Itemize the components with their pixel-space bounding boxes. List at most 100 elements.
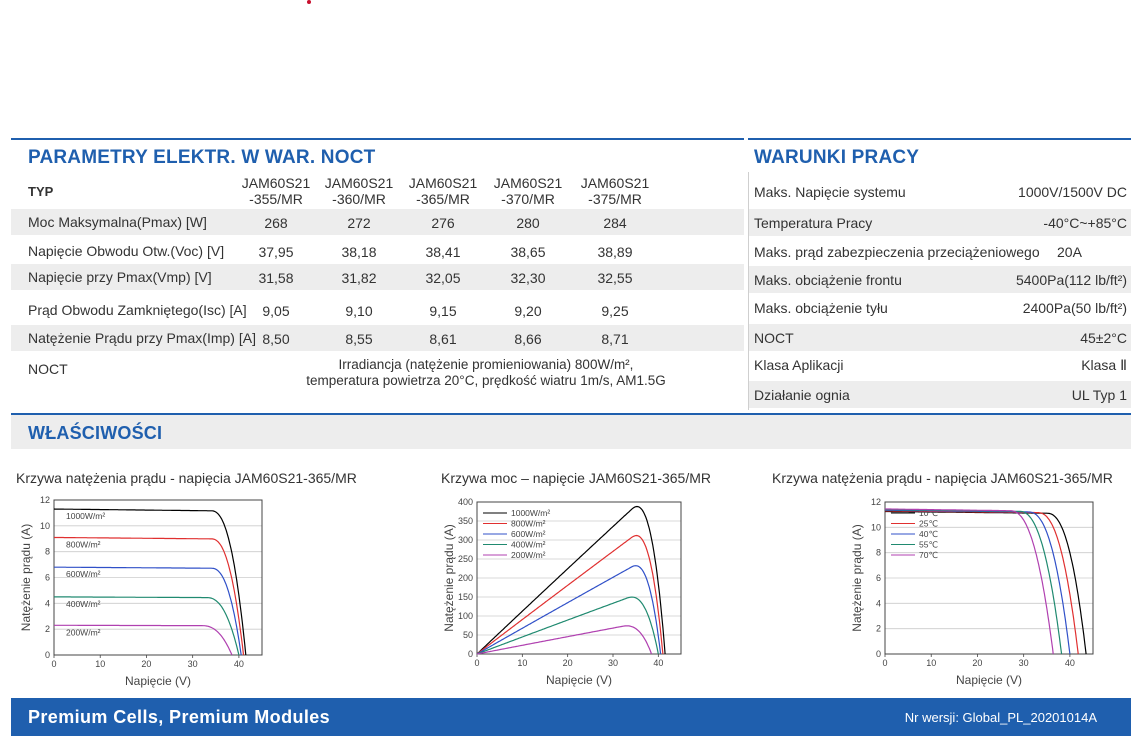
column-separator [748, 172, 749, 410]
param-value: 31,82 [341, 270, 377, 286]
y-tick-label: 400 [458, 497, 473, 507]
chart-1-title: Krzywa natężenia prądu - napięcia JAM60S… [16, 470, 357, 486]
properties-title: WŁAŚCIWOŚCI [28, 423, 163, 443]
series-line [885, 509, 1063, 655]
operating-label: Działanie ognia [754, 387, 850, 403]
row-band [11, 209, 744, 235]
series-line [476, 625, 653, 655]
x-tick-label: 20 [141, 659, 151, 669]
operating-label: Maks. obciążenie frontu [754, 272, 902, 288]
iv-curve-irradiance-chart: 0 2 4 6 8 10 12 0 10 20 30 40 Napięcie (V) Natężenie … [19, 495, 263, 688]
operating-value: 45±2°C [1080, 330, 1127, 346]
x-tick-label: 40 [1065, 658, 1075, 668]
series-line [885, 510, 1079, 655]
noct-note-line-1: Irradiancja (natężenie promieniowania) 8… [338, 357, 634, 372]
series-label: 400W/m² [66, 599, 101, 609]
red-dot-mark [307, 0, 311, 4]
typ-label: TYP [28, 184, 54, 199]
param-value: 8,50 [262, 331, 290, 347]
properties-top-rule [11, 413, 1131, 415]
param-label: Moc Maksymalna(Pmax) [W] [28, 214, 207, 230]
param-value: 32,05 [425, 270, 461, 286]
y-tick-label: 0 [876, 649, 881, 659]
operating-value: 20A [1057, 244, 1082, 260]
x-tick-label: 0 [882, 658, 887, 668]
x-tick-label: 40 [653, 658, 663, 668]
legend-label: 1000W/m² [511, 508, 550, 518]
operating-label: Temperatura Pracy [754, 215, 873, 231]
param-value: 8,55 [345, 331, 373, 347]
param-value: 8,61 [429, 331, 457, 347]
y-tick-label: 250 [458, 554, 473, 564]
y-axis-label: Natężenie prądu (A) [19, 524, 33, 631]
param-value: 9,10 [345, 303, 373, 319]
legend-label: 40℃ [919, 529, 938, 539]
iv-curve-temperature-chart: 0 2 4 6 8 10 12 0 10 20 30 40 Napięcie (V) Natężenie … [850, 497, 1094, 687]
x-axis-label: Napięcie (V) [956, 673, 1022, 687]
y-tick-label: 200 [458, 573, 473, 583]
y-tick-label: 4 [876, 598, 881, 608]
param-value: 38,89 [597, 244, 633, 260]
param-value: 38,18 [341, 244, 377, 260]
param-value: 9,20 [514, 303, 542, 319]
y-tick-label: 10 [40, 521, 50, 531]
model-header-line: -370/MR [501, 191, 555, 207]
param-value: 8,66 [514, 331, 542, 347]
operating-row-band [749, 381, 1131, 408]
plot-frame [884, 501, 1094, 655]
model-header-line: JAM60S21 [241, 175, 311, 191]
series-line [476, 534, 664, 655]
param-value: 272 [347, 215, 371, 231]
series-label: 200W/m² [66, 627, 101, 637]
plot-frame [53, 499, 263, 656]
model-header: JAM60S21 -365/MR [400, 175, 486, 207]
y-tick-label: 0 [468, 649, 473, 659]
model-header-line: JAM60S21 [493, 175, 563, 191]
electrical-title: PARAMETRY ELEKTR. W WAR. NOCT [28, 147, 376, 168]
operating-label: Maks. Napięcie systemu [754, 184, 906, 200]
operating-row-band [749, 266, 1131, 293]
param-value: 9,05 [262, 303, 290, 319]
operating-label: NOCT [754, 330, 794, 346]
x-tick-label: 10 [926, 658, 936, 668]
properties-band [11, 415, 1131, 449]
param-value: 37,95 [258, 244, 294, 260]
operating-label: Maks. prąd zabezpieczenia przeciążeniowe… [754, 244, 1040, 260]
electrical-top-rule [11, 138, 744, 140]
param-value: 38,41 [425, 244, 461, 260]
legend-label: 10℃ [919, 508, 938, 518]
legend-label: 25℃ [919, 519, 938, 529]
x-tick-label: 0 [51, 659, 56, 669]
x-axis-label: Napięcie (V) [546, 673, 612, 687]
series-line [476, 565, 662, 655]
y-tick-label: 6 [45, 573, 50, 583]
x-tick-label: 30 [1019, 658, 1029, 668]
operating-value: 2400Pa(50 lb/ft²) [1022, 300, 1127, 316]
operating-row-band [749, 324, 1131, 351]
y-tick-label: 6 [876, 573, 881, 583]
param-label: Natężenie Prądu przy Pmax(Imp) [A] [28, 330, 256, 346]
x-tick-label: 0 [474, 658, 479, 668]
operating-label: Maks. obciążenie tyłu [754, 300, 888, 316]
operating-value: UL Typ 1 [1071, 387, 1127, 403]
operating-value: Klasa Ⅱ [1081, 357, 1127, 373]
operating-value: -40°C~+85°C [1043, 215, 1127, 231]
series-line [476, 505, 666, 655]
operating-value: 1000V/1500V DC [1018, 184, 1127, 200]
y-axis-label: Natężenie prądu (A) [442, 524, 456, 631]
y-tick-label: 10 [871, 522, 881, 532]
y-tick-label: 8 [45, 547, 50, 557]
legend-label: 70℃ [919, 550, 938, 560]
noct-note: Irradiancja (natężenie promieniowania) 8… [270, 357, 702, 389]
plot-frame [476, 501, 682, 655]
param-value: 32,55 [597, 270, 633, 286]
model-header-line: JAM60S21 [324, 175, 394, 191]
legend-label: 400W/m² [511, 540, 546, 550]
param-value: 8,71 [601, 331, 629, 347]
series-line [54, 624, 233, 656]
x-tick-label: 30 [188, 659, 198, 669]
param-label: Napięcie przy Pmax(Vmp) [V] [28, 269, 212, 285]
series-line [53, 508, 247, 656]
model-header-line: -355/MR [249, 191, 303, 207]
model-header: JAM60S21 -370/MR [485, 175, 571, 207]
